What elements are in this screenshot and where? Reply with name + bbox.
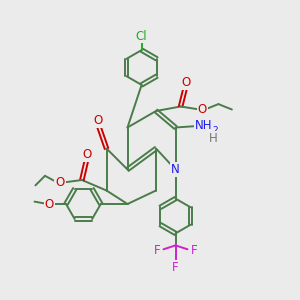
Text: O: O <box>93 114 102 127</box>
Text: F: F <box>191 244 197 257</box>
Text: O: O <box>45 197 54 211</box>
Text: O: O <box>82 148 91 161</box>
Text: NH: NH <box>195 118 212 132</box>
Text: O: O <box>56 176 64 189</box>
Text: F: F <box>172 261 179 274</box>
Text: N: N <box>171 163 180 176</box>
Text: O: O <box>198 103 207 116</box>
Text: H: H <box>209 132 218 145</box>
Text: F: F <box>154 244 160 257</box>
Text: Cl: Cl <box>136 29 147 43</box>
Text: O: O <box>181 76 190 89</box>
Text: 2: 2 <box>213 126 218 135</box>
